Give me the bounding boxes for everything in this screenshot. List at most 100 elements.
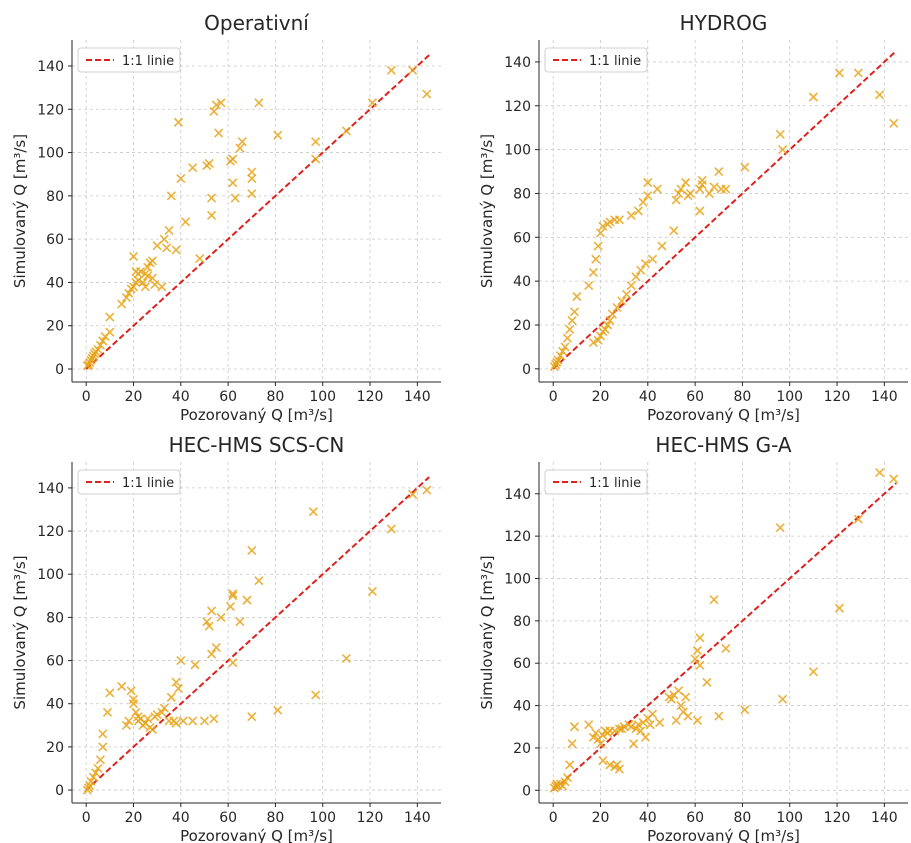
y-tick-label: 120 (504, 529, 531, 545)
data-point (216, 98, 226, 108)
legend-label: 1:1 linie (589, 476, 641, 491)
x-tick-label: 120 (824, 810, 851, 826)
data-point (645, 720, 655, 730)
data-point (152, 241, 162, 251)
x-tick-label: 100 (776, 389, 803, 405)
x-tick-label: 40 (172, 389, 190, 405)
x-axis-label: Pozorovaný Q [m³/s] (647, 406, 800, 424)
data-point (683, 711, 693, 721)
data-point (93, 763, 103, 774)
data-point (569, 307, 580, 317)
reference-line-1-1 (85, 54, 430, 370)
x-tick-label: 20 (592, 810, 610, 826)
grid (539, 40, 908, 382)
y-tick-label: 40 (513, 699, 531, 715)
y-tick-label: 0 (522, 362, 531, 378)
data-point (311, 137, 321, 147)
data-point (230, 193, 240, 203)
data-point (721, 643, 731, 653)
y-tick-label: 80 (513, 186, 531, 202)
data-point (311, 154, 321, 164)
x-tick-label: 60 (686, 389, 704, 405)
data-point (555, 351, 565, 361)
data-point (254, 98, 264, 108)
y-tick-label: 20 (46, 740, 64, 756)
data-point (666, 694, 677, 704)
data-point (709, 182, 719, 192)
data-point (889, 474, 899, 484)
reference-line-1-1 (85, 476, 430, 791)
y-tick-label: 60 (46, 654, 64, 670)
data-point (247, 712, 257, 722)
x-tick-label: 40 (639, 389, 657, 405)
data-point (889, 118, 899, 128)
data-point (685, 188, 695, 199)
y-tick-label: 120 (504, 99, 531, 115)
x-tick-label: 60 (686, 810, 704, 826)
data-point (225, 602, 236, 612)
x-tick-label: 20 (125, 810, 143, 826)
data-point (341, 653, 351, 663)
data-point (408, 489, 418, 499)
data-point (386, 524, 396, 534)
data-point (121, 293, 131, 303)
data-point (242, 595, 252, 605)
y-tick-label: 100 (504, 571, 531, 587)
data-point (695, 633, 705, 643)
data-point (607, 309, 617, 319)
data-point (676, 701, 686, 711)
legend-box (77, 47, 181, 73)
x-axis-label: Pozorovaný Q [m³/s] (647, 827, 800, 843)
x-tick-label: 0 (549, 389, 558, 405)
x-tick-label: 40 (639, 810, 657, 826)
data-point (673, 686, 684, 696)
data-point (128, 699, 139, 709)
data-point (126, 686, 136, 696)
y-tick-label: 40 (46, 275, 64, 291)
data-point (598, 221, 608, 231)
data-point (235, 143, 245, 153)
data-point (273, 130, 283, 140)
data-point (721, 184, 731, 194)
data-point (228, 591, 238, 601)
data-point (643, 177, 653, 188)
data-point (567, 739, 577, 749)
data-point (631, 724, 641, 734)
data-point (778, 145, 788, 155)
chart-panel-2: 0 20 40 60 80 100 120 140 0 20 40 60 80 100 120 140 Pozo… (478, 11, 908, 424)
data-point (131, 707, 141, 717)
y-tick-label: 20 (513, 741, 531, 757)
data-point (173, 117, 184, 127)
data-point (147, 273, 157, 283)
data-point (702, 677, 712, 687)
data-point (121, 720, 131, 730)
y-tick-label: 20 (513, 318, 531, 334)
legend-box (544, 47, 648, 73)
data-point (652, 184, 662, 194)
data-point (695, 184, 705, 194)
data-point (591, 254, 601, 264)
data-point (834, 603, 844, 613)
data-point (171, 677, 181, 687)
data-point (105, 688, 115, 698)
data-point (565, 760, 575, 770)
data-point (124, 716, 134, 726)
data-point (367, 586, 377, 597)
data-point (128, 282, 139, 292)
data-point (206, 193, 217, 203)
data-point (422, 485, 432, 495)
x-tick-label: 60 (219, 389, 237, 405)
chart-panel-4: 0 20 40 60 80 100 120 140 0 20 40 60 80 100 120 140 Pozo… (478, 433, 908, 843)
data-point (367, 98, 377, 108)
data-point (714, 711, 724, 721)
data-point (676, 184, 686, 194)
x-tick-label: 140 (871, 810, 898, 826)
data-point (636, 265, 646, 275)
data-point (152, 709, 162, 720)
data-point (629, 739, 639, 749)
x-tick-label: 20 (125, 389, 143, 405)
data-point (98, 742, 108, 752)
data-point (143, 262, 153, 272)
data-point (88, 772, 98, 782)
